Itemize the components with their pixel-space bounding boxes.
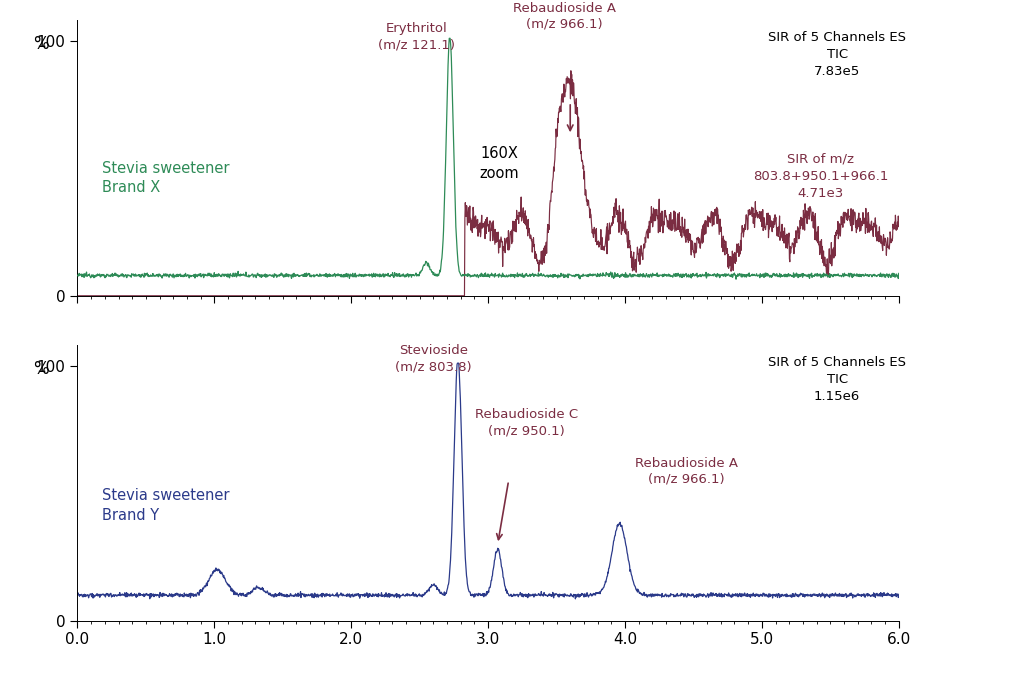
Text: Stevioside
(m/z 803.8): Stevioside (m/z 803.8) [395, 344, 472, 373]
Text: SIR of 5 Channels ES
TIC
7.83e5: SIR of 5 Channels ES TIC 7.83e5 [769, 31, 906, 78]
Text: Stevia sweetener
Brand Y: Stevia sweetener Brand Y [102, 488, 229, 523]
Text: Rebaudioside A
(m/z 966.1): Rebaudioside A (m/z 966.1) [635, 456, 738, 486]
Text: Rebaudioside A
(m/z 966.1): Rebaudioside A (m/z 966.1) [513, 1, 617, 31]
Text: Rebaudioside C
(m/z 950.1): Rebaudioside C (m/z 950.1) [475, 408, 578, 437]
Text: SIR of m/z
803.8+950.1+966.1
4.71e3: SIR of m/z 803.8+950.1+966.1 4.71e3 [753, 153, 888, 200]
Text: 160X
zoom: 160X zoom [479, 146, 519, 181]
Y-axis label: %: % [33, 35, 49, 53]
Text: SIR of 5 Channels ES
TIC
1.15e6: SIR of 5 Channels ES TIC 1.15e6 [769, 356, 906, 403]
Y-axis label: %: % [33, 360, 49, 379]
Text: Erythritol
(m/z 121.1): Erythritol (m/z 121.1) [378, 22, 456, 51]
Text: Stevia sweetener
Brand X: Stevia sweetener Brand X [102, 161, 229, 196]
